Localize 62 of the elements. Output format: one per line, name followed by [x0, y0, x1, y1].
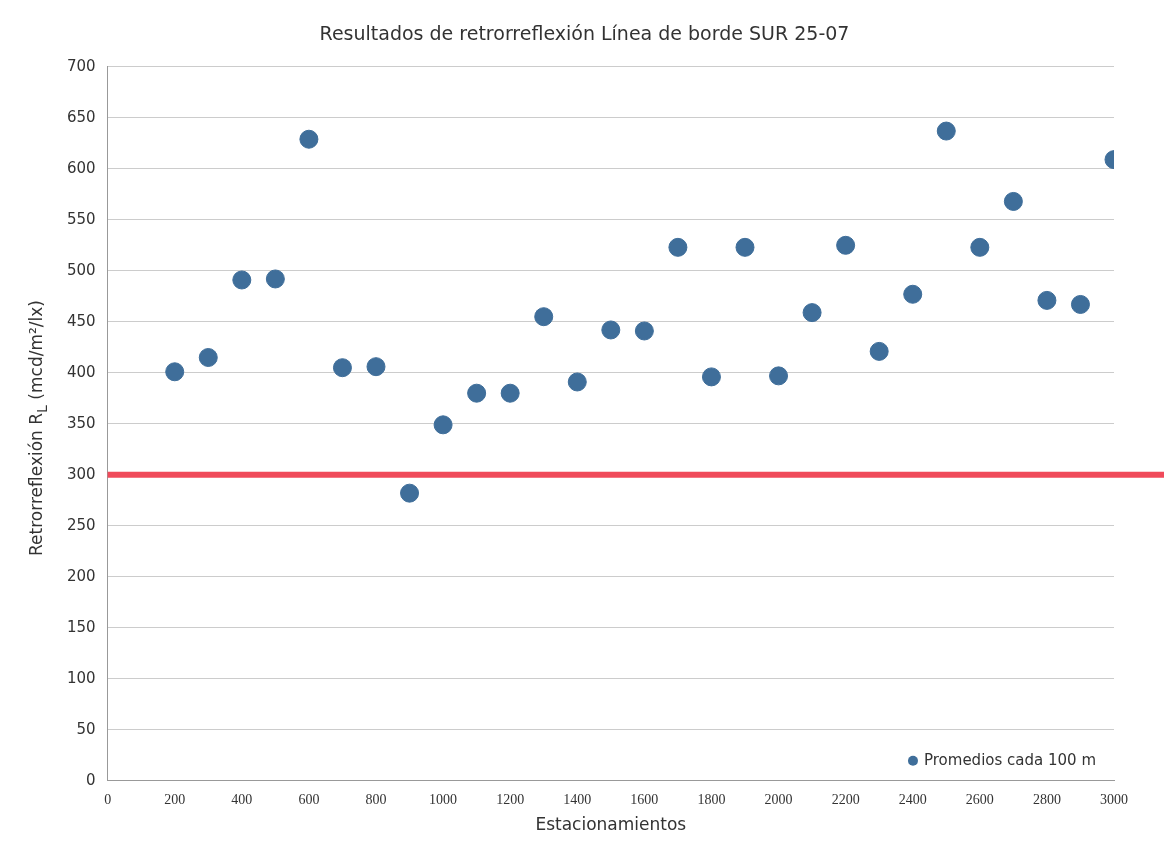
y-tick-label: 350 — [66, 413, 96, 432]
y-tick-label: 700 — [66, 56, 96, 75]
y-tick-label: 400 — [66, 362, 96, 381]
point — [836, 235, 856, 255]
x-tick-label: 600 — [298, 791, 320, 807]
x-tick-label: 2600 — [965, 791, 994, 807]
y-tick-label: 0 — [86, 770, 96, 789]
point — [366, 357, 386, 377]
y-tick-label: 600 — [66, 158, 96, 177]
y-tick-label: 550 — [66, 209, 96, 228]
legend-label: Promedios cada 100 m — [923, 750, 1097, 769]
point — [198, 348, 218, 367]
x-tick-label: 200 — [164, 791, 186, 807]
point — [701, 367, 721, 387]
point — [299, 129, 319, 149]
point — [970, 237, 990, 257]
y-tick-label: 300 — [66, 464, 96, 483]
y-tick-label: 650 — [66, 107, 96, 126]
point — [1070, 294, 1090, 314]
point — [769, 366, 789, 386]
y-tick-label: 100 — [66, 668, 96, 687]
x-tick-label: 2200 — [831, 791, 860, 807]
point — [1037, 290, 1057, 310]
y-tick-label: 250 — [66, 515, 96, 534]
point — [903, 284, 923, 304]
point — [232, 270, 252, 290]
point — [567, 372, 587, 392]
point — [500, 383, 520, 403]
x-tick-label: 1400 — [563, 791, 592, 807]
point — [467, 383, 487, 403]
x-axis-title: Estacionamientos — [535, 814, 687, 835]
x-tick-label: 2400 — [898, 791, 927, 807]
point — [400, 483, 420, 503]
x-tick-label: 1200 — [496, 791, 525, 807]
point — [802, 303, 822, 323]
point — [332, 358, 352, 378]
point — [936, 121, 956, 141]
y-tick-label: 200 — [66, 566, 96, 585]
chart-title: Resultados de retrorreflexión Línea de borde SUR 25-07 — [319, 22, 850, 45]
x-tick-label: 2000 — [764, 791, 793, 807]
point — [165, 362, 185, 382]
x-tick-label: 0 — [104, 791, 112, 807]
y-tick-label: 450 — [66, 311, 96, 330]
y-tick-label: 500 — [66, 260, 96, 279]
x-tick-label: 2800 — [1032, 791, 1061, 807]
y-tick-label: 150 — [66, 617, 96, 636]
point — [869, 341, 889, 361]
x-tick-label: 1000 — [429, 791, 458, 807]
point — [265, 269, 285, 289]
point — [534, 307, 554, 327]
x-tick-label: 800 — [365, 791, 387, 807]
point — [634, 321, 654, 341]
point — [668, 237, 688, 257]
y-tick-label: 50 — [76, 719, 96, 738]
point — [601, 320, 621, 340]
x-tick-label: 3000 — [1100, 791, 1128, 807]
x-tick-label: 400 — [231, 791, 253, 807]
point — [433, 415, 453, 435]
x-tick-label: 1800 — [697, 791, 726, 807]
point — [735, 237, 755, 257]
x-tick-label: 1600 — [630, 791, 659, 807]
point — [1003, 191, 1023, 211]
